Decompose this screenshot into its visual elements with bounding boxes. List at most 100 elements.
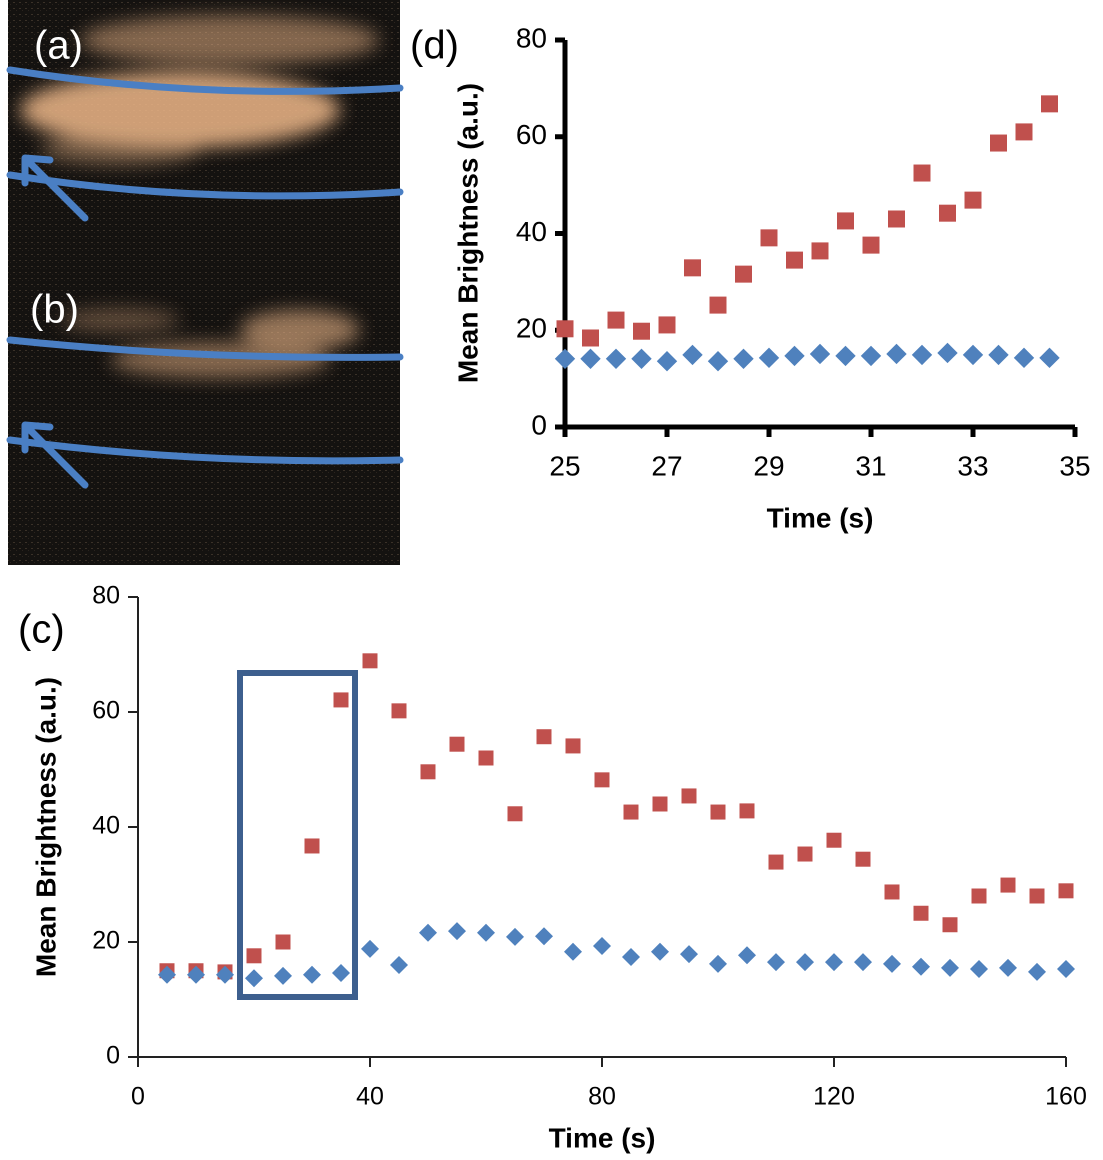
diamond-marker: [970, 960, 988, 979]
diamond-marker: [854, 953, 872, 972]
diamond-marker: [1057, 960, 1075, 979]
square-marker: [681, 788, 697, 804]
square-marker: [990, 134, 1007, 152]
y-tick-label: 80: [516, 22, 547, 53]
diamond-marker: [941, 958, 959, 977]
square-marker: [1029, 888, 1045, 904]
diamond-marker: [580, 348, 601, 369]
diamond-marker: [999, 958, 1017, 977]
square-marker: [333, 692, 349, 708]
y-axis-title: Mean Brightness (a.u.): [452, 83, 483, 383]
x-tick-label: 25: [549, 450, 580, 481]
y-tick-label: 80: [92, 582, 120, 610]
panel-label: (c): [18, 608, 65, 652]
square-marker: [739, 803, 755, 819]
x-tick-label: 33: [957, 450, 988, 481]
diamond-marker: [361, 939, 379, 958]
diamond-marker: [216, 965, 234, 984]
x-tick-label: 0: [131, 1083, 145, 1111]
square-marker: [964, 191, 982, 209]
y-tick-label: 40: [92, 812, 120, 840]
square-marker: [623, 804, 639, 820]
square-marker: [826, 832, 842, 848]
x-tick-label: 31: [855, 450, 886, 481]
square-marker: [768, 854, 784, 870]
x-tick-label: 160: [1045, 1083, 1087, 1111]
square-marker: [913, 905, 929, 921]
square-marker: [710, 804, 726, 820]
square-marker: [658, 316, 676, 334]
square-marker: [420, 764, 436, 780]
square-marker: [942, 917, 958, 933]
y-tick-label: 20: [92, 927, 120, 955]
square-marker: [652, 796, 668, 812]
highlight-box: [237, 670, 358, 1000]
diamond-marker: [535, 927, 553, 946]
y-tick-label: 40: [516, 216, 547, 247]
x-tick-label: 27: [651, 450, 682, 481]
x-tick-label: 35: [1059, 450, 1090, 481]
y-axis-title: Mean Brightness (a.u.): [30, 677, 61, 977]
diamond-marker: [631, 348, 652, 369]
x-tick-label: 120: [813, 1083, 855, 1111]
square-marker: [797, 846, 813, 862]
diamond-marker: [622, 947, 640, 966]
diamond-marker: [680, 945, 698, 964]
square-marker: [582, 329, 599, 347]
diamond-marker: [886, 343, 907, 365]
square-marker: [786, 251, 803, 269]
y-tick-label: 20: [516, 313, 547, 344]
diamond-marker: [1028, 962, 1046, 981]
diamond-marker: [390, 956, 408, 974]
diamond-marker: [767, 953, 785, 972]
diamond-marker: [303, 965, 321, 984]
square-marker: [362, 653, 378, 669]
diamond-marker: [554, 348, 576, 369]
diamond-marker: [962, 344, 984, 366]
diamond-marker: [593, 937, 611, 956]
square-marker: [862, 236, 880, 254]
square-marker: [607, 311, 625, 329]
diamond-marker: [883, 954, 901, 973]
y-tick-label: 0: [106, 1042, 120, 1070]
square-marker: [837, 212, 854, 230]
diamond-marker: [835, 345, 856, 367]
diamond-marker: [1013, 347, 1035, 369]
micrograph: (a) (b): [6, 0, 404, 565]
square-marker: [971, 888, 987, 904]
square-marker: [565, 738, 581, 754]
diamond-marker: [825, 953, 843, 972]
diamond-marker: [709, 954, 727, 973]
square-marker: [684, 259, 701, 277]
square-marker: [913, 164, 931, 182]
diamond-marker: [796, 953, 814, 972]
square-marker: [735, 265, 752, 283]
square-marker: [449, 736, 465, 752]
x-axis-title: Time (s): [767, 502, 874, 533]
diamond-marker: [738, 946, 756, 965]
square-marker: [478, 750, 494, 766]
diamond-marker: [187, 965, 205, 984]
diamond-marker: [682, 344, 703, 366]
diamond-marker: [912, 957, 930, 976]
x-axis-title: Time (s): [549, 1122, 656, 1153]
x-tick-label: 80: [588, 1083, 616, 1111]
diamond-marker: [332, 964, 350, 983]
panel-label: (b): [30, 288, 79, 332]
square-marker: [633, 322, 650, 340]
square-marker: [855, 851, 871, 867]
diamond-marker: [245, 969, 263, 988]
diamond-marker: [733, 348, 754, 369]
diamond-marker: [758, 347, 780, 369]
diamond-marker: [274, 966, 292, 985]
diamond-marker: [860, 345, 882, 367]
x-tick-label: 29: [753, 450, 784, 481]
diamond-marker: [506, 927, 524, 946]
square-marker: [246, 948, 262, 964]
diamond-marker: [656, 351, 678, 372]
square-marker: [556, 320, 574, 338]
panel-label: (a): [34, 24, 83, 68]
diamond-marker: [707, 351, 729, 372]
